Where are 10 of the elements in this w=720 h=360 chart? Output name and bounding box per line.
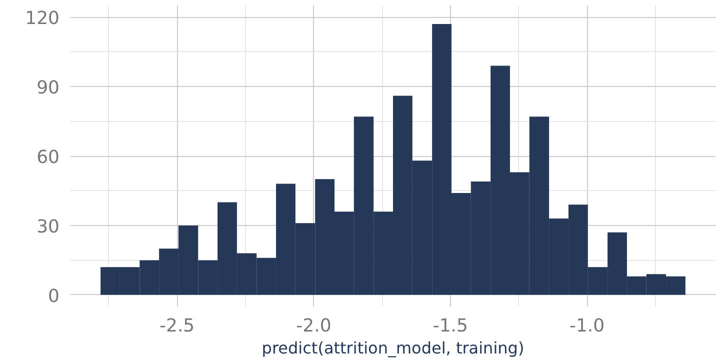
y-tick-label: 90: [36, 78, 60, 99]
y-tick-label: 120: [25, 8, 60, 30]
x-tick-label: -1.0: [569, 316, 605, 336]
x-tick-label: -2.5: [160, 316, 195, 336]
x-tick-label: -1.5: [432, 316, 468, 336]
x-tick-label: -2.0: [296, 316, 332, 336]
y-tick-label: 0: [48, 286, 60, 307]
x-axis-title: predict(attrition_model, training): [262, 338, 524, 358]
y-tick-label: 30: [36, 216, 60, 238]
y-tick-label: 60: [36, 147, 60, 168]
